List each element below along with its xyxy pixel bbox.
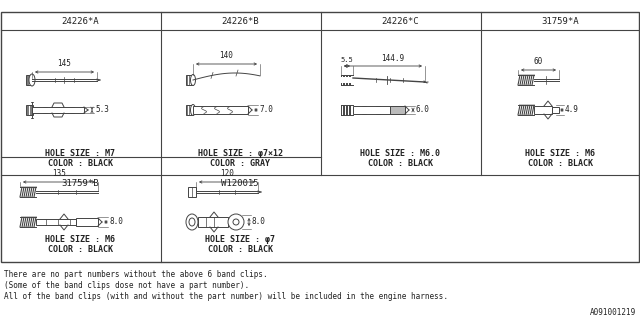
Text: COLOR : BLACK: COLOR : BLACK [527, 158, 593, 167]
Text: 5.3: 5.3 [95, 106, 109, 115]
Text: (Some of the band clips dose not have a part number).: (Some of the band clips dose not have a … [4, 281, 249, 290]
Bar [36, 219, 76, 225]
Bar [534, 106, 552, 114]
Bar [390, 106, 405, 114]
Ellipse shape [29, 74, 35, 86]
Text: 60: 60 [534, 58, 543, 67]
Text: COLOR : BLACK: COLOR : BLACK [47, 245, 113, 254]
Text: 140: 140 [220, 52, 234, 60]
Circle shape [233, 219, 239, 225]
Bar [1, 12, 639, 262]
Text: COLOR : GRAY: COLOR : GRAY [210, 158, 270, 167]
Text: HOLE SIZE : M6: HOLE SIZE : M6 [45, 236, 115, 244]
Bar [186, 75, 193, 85]
Text: HOLE SIZE : M7: HOLE SIZE : M7 [45, 148, 115, 157]
Text: 24226*A: 24226*A [61, 17, 99, 26]
Text: 8.0: 8.0 [252, 218, 266, 227]
Bar [188, 187, 196, 197]
Text: 135: 135 [52, 170, 66, 179]
Text: 8.0: 8.0 [109, 218, 123, 227]
Ellipse shape [186, 214, 198, 230]
Circle shape [228, 214, 244, 230]
Text: 145: 145 [58, 60, 72, 68]
Text: 31759*B: 31759*B [61, 180, 99, 188]
Text: HOLE SIZE : M6: HOLE SIZE : M6 [525, 148, 595, 157]
Text: 24226*C: 24226*C [381, 17, 419, 26]
Ellipse shape [191, 75, 195, 85]
Text: HOLE SIZE : M6.0: HOLE SIZE : M6.0 [360, 148, 440, 157]
Text: 31759*A: 31759*A [541, 17, 579, 26]
Bar [552, 107, 559, 113]
Text: A091001219: A091001219 [589, 308, 636, 317]
Text: 120: 120 [220, 170, 234, 179]
Text: W120015: W120015 [221, 180, 259, 188]
Text: All of the band clips (with and without the part number) will be included in the: All of the band clips (with and without … [4, 292, 448, 301]
Text: HOLE SIZE : φ7×12: HOLE SIZE : φ7×12 [198, 148, 282, 157]
Bar [26, 75, 32, 85]
Text: 6.0: 6.0 [416, 106, 430, 115]
Text: COLOR : BLACK: COLOR : BLACK [207, 245, 273, 254]
Text: 7.0: 7.0 [259, 106, 273, 115]
Text: 5.5: 5.5 [340, 57, 353, 63]
Bar [353, 106, 405, 114]
Bar [198, 217, 228, 227]
Text: HOLE SIZE : φ7: HOLE SIZE : φ7 [205, 236, 275, 244]
Bar [32, 107, 84, 113]
Ellipse shape [191, 105, 195, 116]
Bar [186, 105, 193, 115]
Text: 24226*B: 24226*B [221, 17, 259, 26]
Text: 4.9: 4.9 [565, 106, 579, 115]
Bar [193, 106, 248, 114]
Bar [341, 77, 353, 83]
Text: COLOR : BLACK: COLOR : BLACK [47, 158, 113, 167]
Bar [26, 105, 33, 115]
Text: COLOR : BLACK: COLOR : BLACK [367, 158, 433, 167]
Text: There are no part numbers without the above 6 band clips.: There are no part numbers without the ab… [4, 270, 268, 279]
Ellipse shape [189, 218, 195, 226]
Text: 144.9: 144.9 [381, 54, 404, 63]
Bar [76, 218, 98, 226]
